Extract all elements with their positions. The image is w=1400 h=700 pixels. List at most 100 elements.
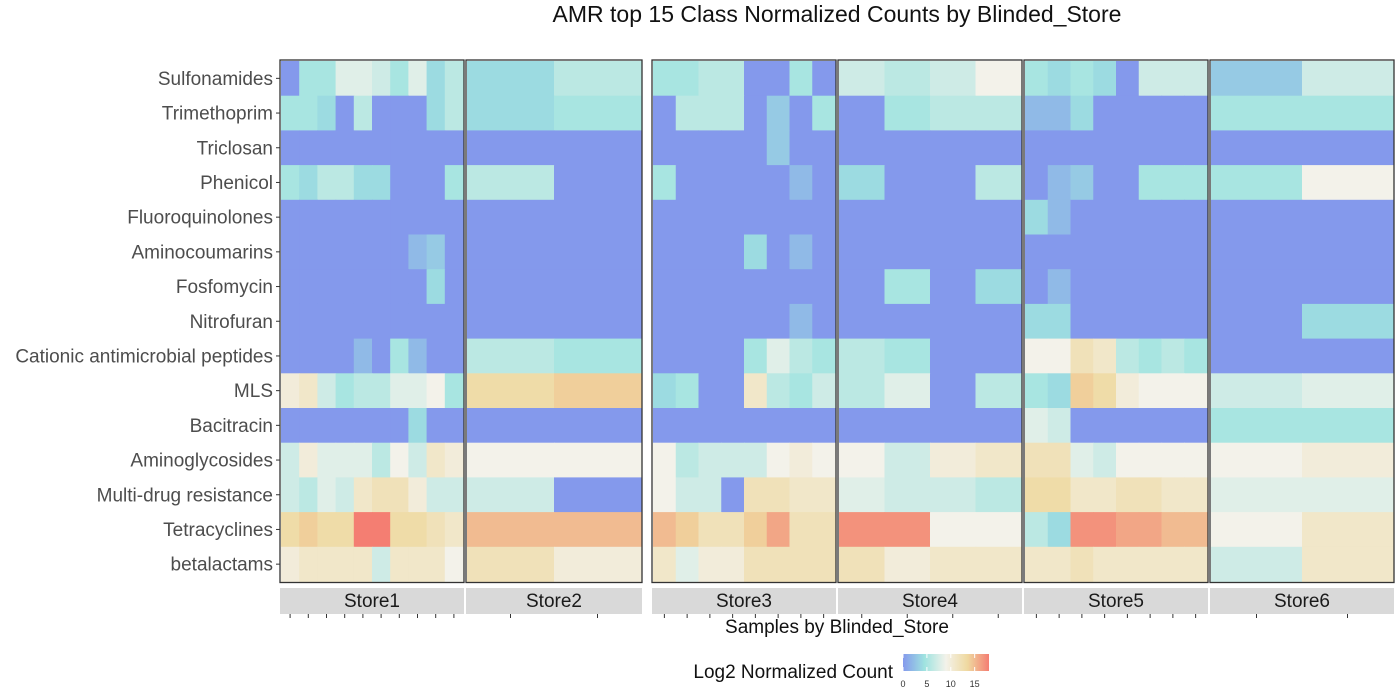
heatmap-cell	[839, 408, 886, 444]
heatmap-cell	[467, 338, 555, 374]
heatmap-cell	[335, 61, 355, 97]
heatmap-cell	[812, 546, 836, 583]
heatmap-cell	[884, 130, 931, 166]
heatmap-cell	[930, 373, 977, 409]
heatmap-cell	[299, 477, 318, 513]
heatmap-cell	[1161, 269, 1185, 305]
heatmap-cell	[1116, 199, 1140, 236]
heatmap-cell	[335, 269, 355, 305]
heatmap-cell	[812, 95, 836, 131]
heatmap-cell	[1302, 373, 1394, 409]
heatmap-cell	[372, 234, 391, 270]
heatmap-cell	[653, 373, 677, 409]
heatmap-cell	[372, 442, 391, 478]
heatmap-cell	[1138, 95, 1163, 131]
row-label: Multi-drug resistance	[97, 485, 273, 506]
heatmap-cell	[839, 477, 886, 513]
heatmap-cell	[1184, 199, 1208, 236]
heatmap-cell	[335, 546, 355, 583]
heatmap-cell	[1184, 303, 1208, 340]
heatmap-cell	[675, 234, 700, 270]
heatmap-cell	[390, 95, 409, 131]
heatmap-cell	[1025, 442, 1049, 478]
heatmap-cell	[884, 477, 931, 513]
heatmap-cell	[812, 269, 836, 305]
heatmap-cell	[1161, 512, 1185, 548]
heatmap-cell	[1302, 512, 1394, 548]
heatmap-cell	[554, 95, 642, 131]
heatmap-cell	[930, 234, 977, 270]
heatmap-cell	[930, 199, 977, 236]
heatmap-cell	[317, 512, 337, 548]
heatmap-cell	[1161, 477, 1185, 513]
heatmap-cell	[839, 199, 886, 236]
heatmap-cell	[1184, 546, 1208, 583]
heatmap-cell	[1116, 373, 1140, 409]
heatmap-cell	[390, 546, 409, 583]
heatmap-cell	[1025, 546, 1049, 583]
heatmap-cell	[467, 165, 555, 201]
heatmap-cell	[353, 303, 373, 340]
facet-strip-background	[838, 588, 1022, 614]
heatmap-cell	[390, 61, 409, 97]
heatmap-cell	[554, 338, 642, 374]
legend-tick-label: 5	[924, 679, 929, 689]
facet-strip-background	[1024, 588, 1208, 614]
row-label: Cationic antimicrobial peptides	[15, 346, 273, 367]
heatmap-cell	[1047, 234, 1072, 270]
heatmap-cell	[1184, 165, 1208, 201]
heatmap-cell	[653, 234, 677, 270]
heatmap-cell	[372, 130, 391, 166]
heatmap-cell	[1138, 477, 1163, 513]
heatmap-cells	[281, 61, 1394, 583]
heatmap-cell	[1211, 234, 1303, 270]
heatmap-cell	[812, 408, 836, 444]
heatmap-cell	[1025, 338, 1049, 374]
heatmap-cell	[299, 442, 318, 478]
heatmap-cell	[1211, 408, 1303, 444]
heatmap-cell	[975, 234, 1022, 270]
heatmap-cell	[554, 199, 642, 236]
heatmap-cell	[335, 165, 355, 201]
heatmap-cell	[1070, 512, 1094, 548]
heatmap-cell	[1211, 546, 1303, 583]
row-label: Fosfomycin	[176, 277, 273, 298]
panel-border	[465, 59, 643, 584]
heatmap-cell	[1093, 408, 1117, 444]
heatmap-cell	[675, 408, 700, 444]
heatmap-cell	[1025, 234, 1049, 270]
heatmap-cell	[1302, 95, 1394, 131]
heatmap-cell	[839, 165, 886, 201]
heatmap-cell	[653, 512, 677, 548]
heatmap-cell	[698, 303, 722, 340]
heatmap-cell	[675, 269, 700, 305]
heatmap-cell	[653, 477, 677, 513]
heatmap-cell	[789, 234, 813, 270]
heatmap-cell	[390, 130, 409, 166]
heatmap-cell	[335, 199, 355, 236]
heatmap-cell	[675, 61, 700, 97]
facet-strip-label: Store4	[902, 591, 958, 612]
heatmap-cell	[1093, 130, 1117, 166]
heatmap-cell	[1211, 442, 1303, 478]
heatmap-cell	[653, 269, 677, 305]
heatmap-cell	[744, 373, 768, 409]
heatmap-cell	[281, 546, 300, 583]
heatmap-cell	[281, 477, 300, 513]
heatmap-cell	[675, 512, 700, 548]
heatmap-cell	[1116, 303, 1140, 340]
heatmap-cell	[1070, 442, 1094, 478]
heatmap-cell	[426, 303, 446, 340]
heatmap-cell	[744, 546, 768, 583]
heatmap-cell	[1138, 303, 1163, 340]
heatmap-cell	[1093, 303, 1117, 340]
heatmap-cell	[1116, 442, 1140, 478]
heatmap-cell	[554, 61, 642, 97]
heatmap-cell	[1161, 165, 1185, 201]
heatmap-cell	[353, 477, 373, 513]
facet-strip-label: Store2	[526, 591, 582, 612]
heatmap-cell	[554, 546, 642, 583]
facet-strips: Store1 Store2 Store3 Store4 Store5 Store6	[280, 588, 1394, 614]
heatmap-cell	[426, 165, 446, 201]
heatmap-cell	[1093, 234, 1117, 270]
